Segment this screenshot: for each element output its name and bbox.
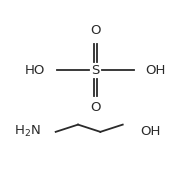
Text: O: O: [90, 101, 101, 114]
Text: HO: HO: [25, 64, 46, 77]
Text: O: O: [90, 24, 101, 37]
Text: OH: OH: [145, 64, 165, 77]
Text: H$_2$N: H$_2$N: [14, 124, 41, 139]
Text: OH: OH: [141, 125, 161, 138]
Text: S: S: [91, 64, 100, 77]
